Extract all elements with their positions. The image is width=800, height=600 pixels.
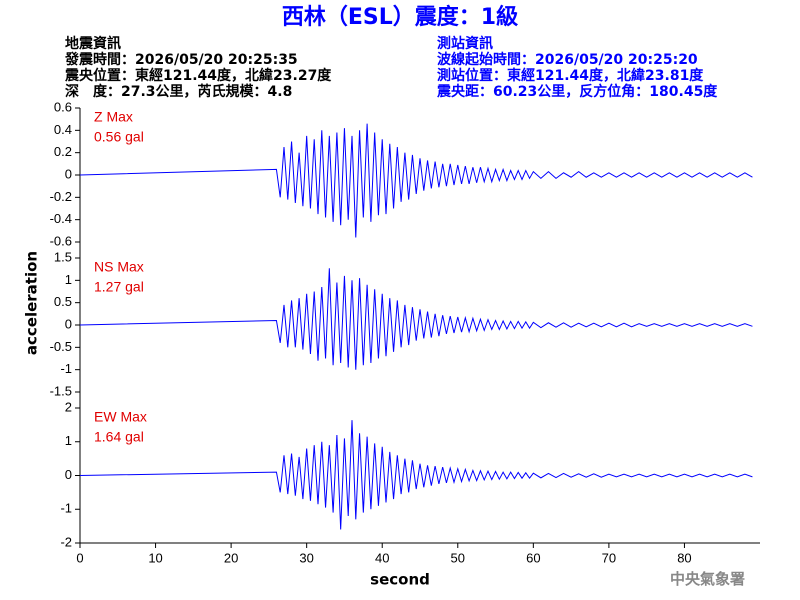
x-tick-label: 20 (224, 550, 238, 565)
y-tick-label: 0.4 (54, 122, 72, 137)
title: 西林（ESL）震度：1級 (282, 4, 518, 30)
info-left: 深 度：27.3公里，芮氏規模：4.8 (65, 83, 292, 100)
x-tick-label: 10 (148, 550, 162, 565)
y-tick-label: 0 (65, 166, 72, 181)
y-tick-label: 1.5 (54, 249, 72, 264)
y-tick-label: -2 (60, 534, 72, 549)
annotation: Z Max (94, 109, 133, 125)
y-tick-label: -1 (60, 501, 72, 516)
x-tick-label: 80 (677, 550, 691, 565)
info-left: 震央位置：東經121.44度，北緯23.27度 (64, 67, 332, 84)
y-tick-label: -0.4 (50, 211, 72, 226)
annotation: 1.64 gal (94, 429, 144, 445)
y-tick-label: -0.2 (50, 189, 72, 204)
info-left: 發震時間：2026/05/20 20:25:35 (64, 51, 298, 68)
info-left: 地震資訊 (65, 35, 121, 52)
annotation: NS Max (94, 259, 144, 275)
waveform (79, 420, 753, 530)
y-tick-label: -0.5 (50, 339, 72, 354)
x-tick-label: 70 (602, 550, 616, 565)
annotation: EW Max (94, 409, 147, 425)
y-tick-label: 1 (65, 433, 72, 448)
waveform (79, 268, 753, 370)
y-tick-label: 0.6 (54, 99, 72, 114)
x-tick-label: 60 (526, 550, 540, 565)
y-tick-label: -0.6 (50, 233, 72, 248)
y-tick-label: -1 (60, 361, 72, 376)
y-tick-label: 2 (65, 399, 72, 414)
y-tick-label: -1.5 (50, 383, 72, 398)
info-right: 測站位置：東經121.44度，北緯23.81度 (437, 67, 704, 84)
x-tick-label: 30 (299, 550, 313, 565)
y-tick-label: 1 (65, 272, 72, 287)
x-tick-label: 50 (451, 550, 465, 565)
info-right: 測站資訊 (437, 35, 493, 52)
y-tick-label: 0 (65, 467, 72, 482)
annotation: 1.27 gal (94, 279, 144, 295)
x-tick-label: 0 (76, 550, 83, 565)
info-right: 震央距：60.23公里，反方位角：180.45度 (436, 83, 718, 100)
y-tick-label: 0.2 (54, 144, 72, 159)
y-tick-label: 0.5 (54, 294, 72, 309)
y-axis-label: acceleration (23, 251, 41, 355)
waveform (79, 123, 753, 238)
info-right: 波線起始時間：2026/05/20 20:25:20 (437, 51, 698, 68)
x-axis-label: second (370, 571, 430, 589)
footer: 中央氣象署 (670, 570, 745, 588)
annotation: 0.56 gal (94, 129, 144, 145)
y-tick-label: 0 (65, 316, 72, 331)
x-tick-label: 40 (375, 550, 389, 565)
